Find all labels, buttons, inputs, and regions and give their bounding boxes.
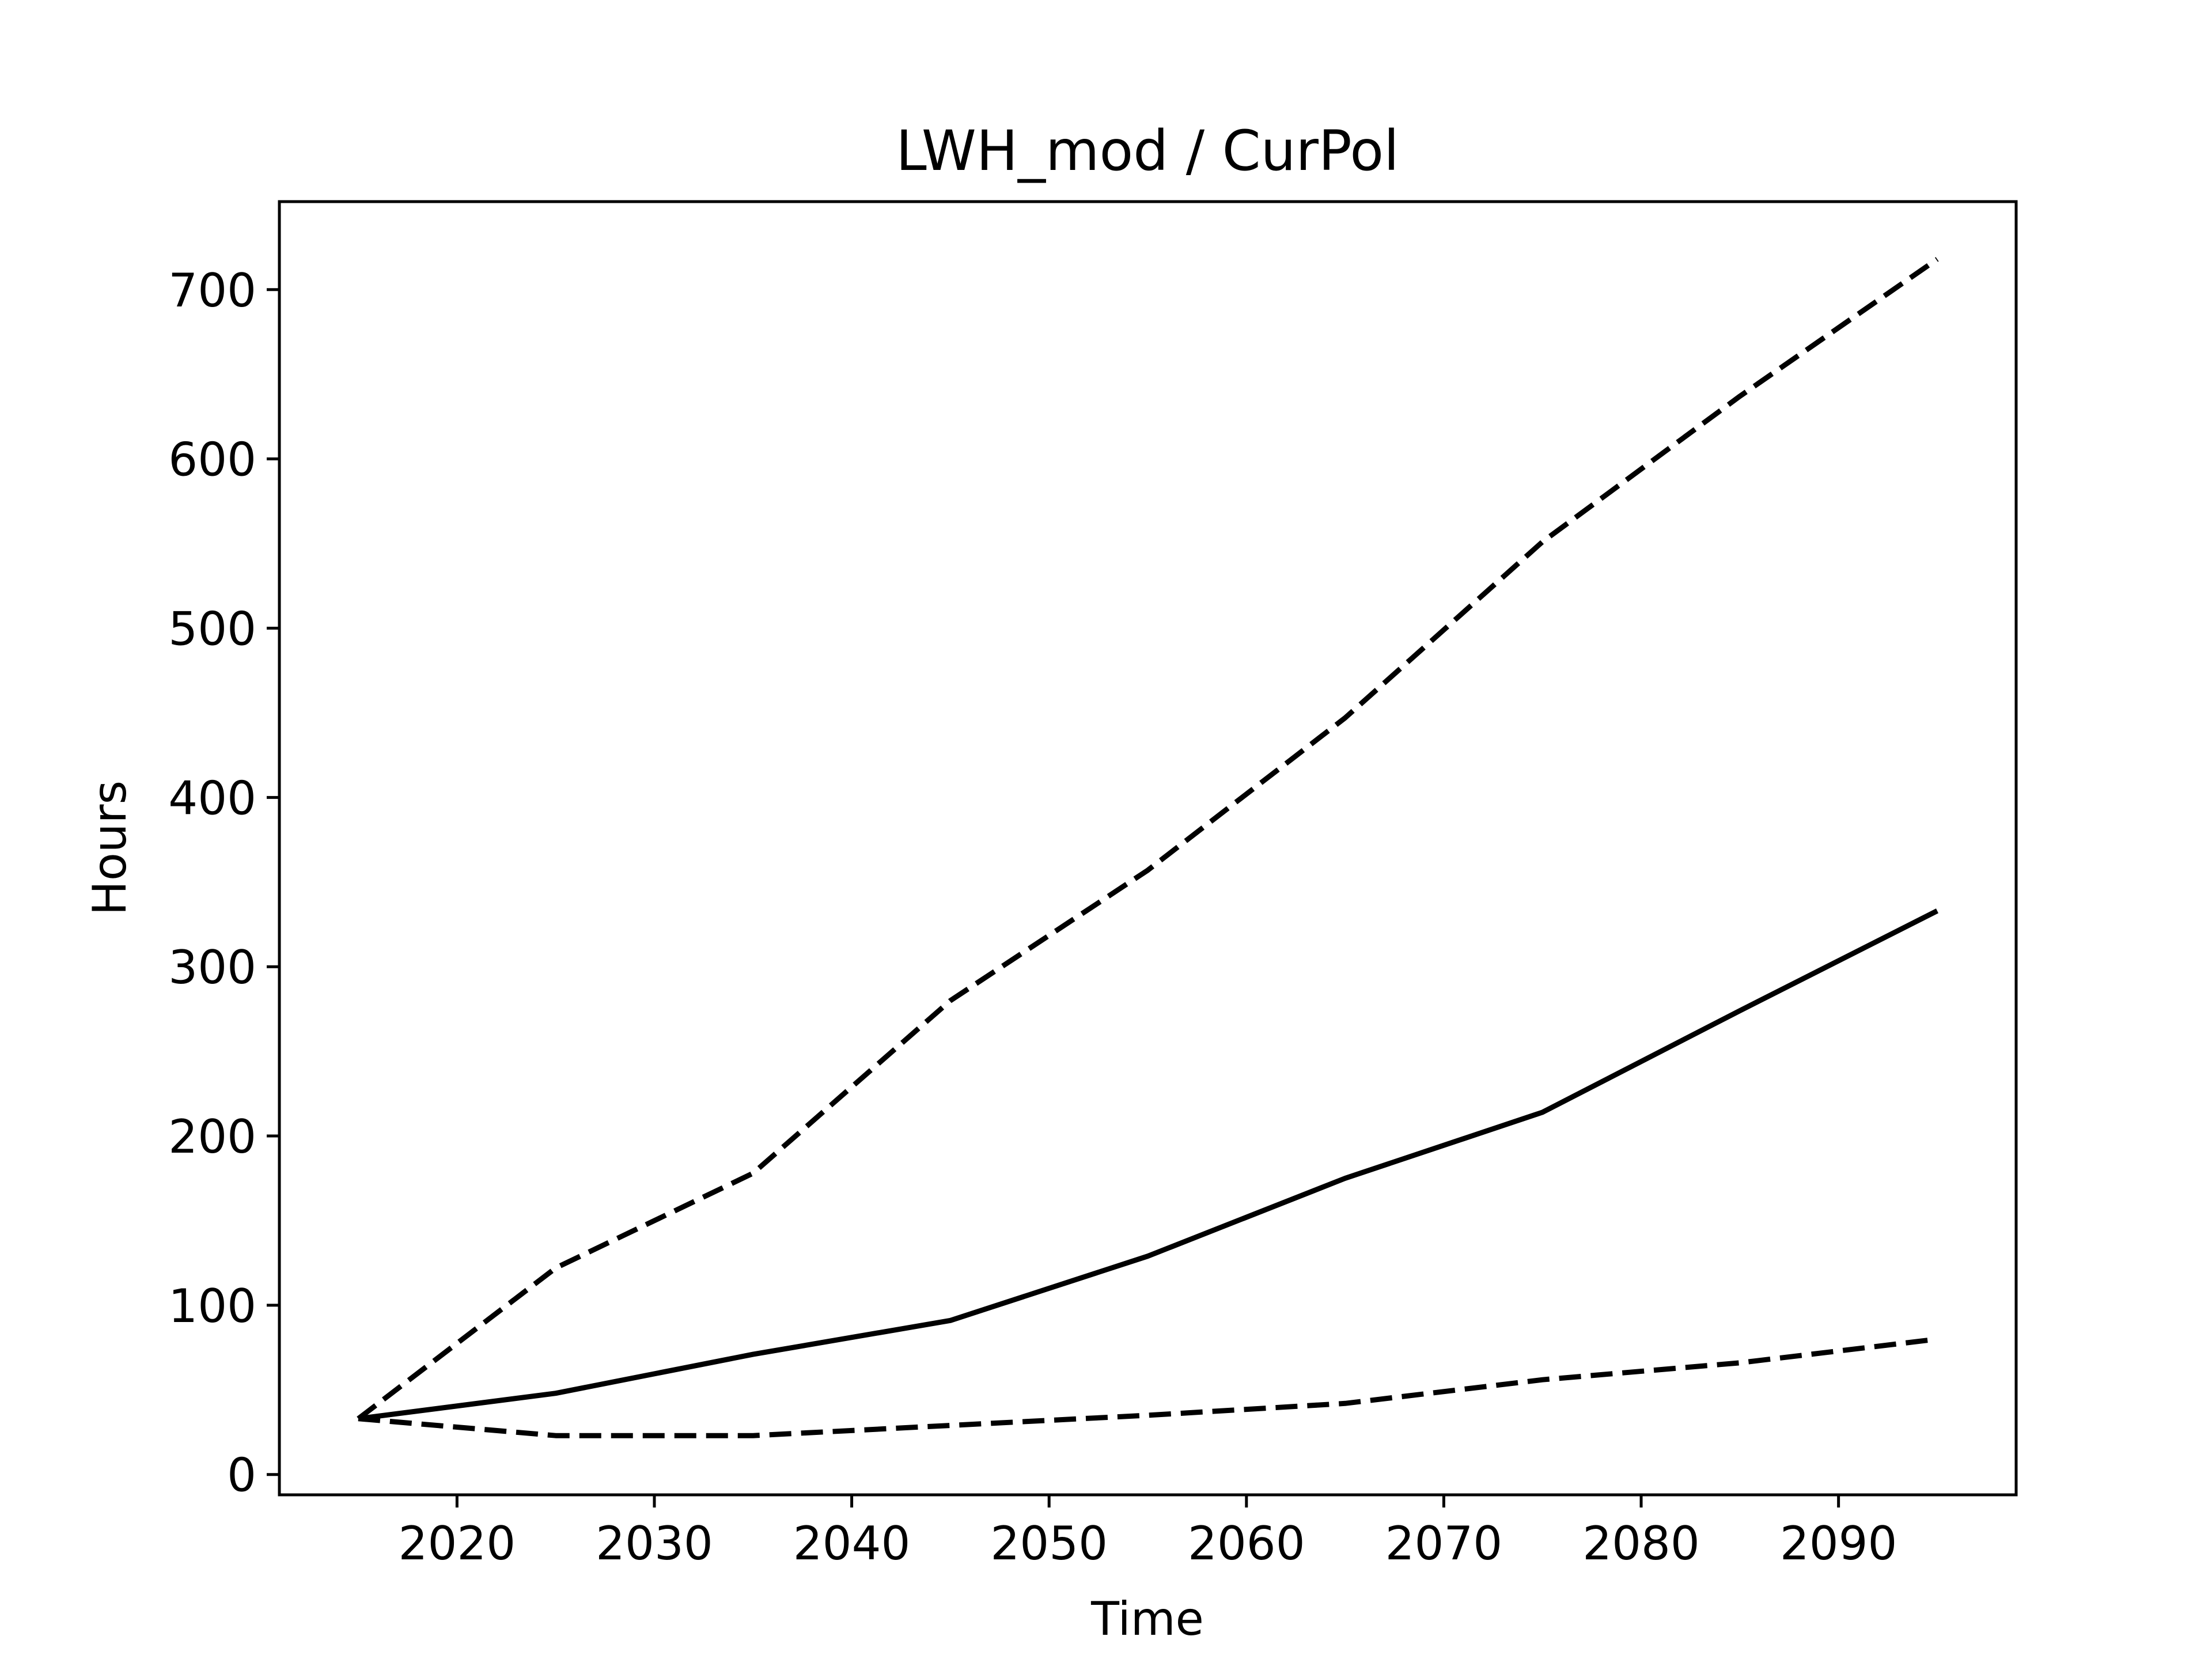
x-tick-label: 2080 (1582, 1517, 1700, 1570)
y-tick-label: 0 (227, 1449, 256, 1502)
y-tick-label: 500 (168, 602, 256, 656)
x-tick-label: 2050 (990, 1517, 1108, 1570)
y-tick-label: 600 (168, 433, 256, 487)
x-tick-label: 2070 (1385, 1517, 1503, 1570)
y-axis-ticks: 0 100 200 300 400 500 600 700 (168, 264, 279, 1502)
series-line-1 (357, 257, 1939, 1421)
y-tick-label: 100 (168, 1279, 256, 1333)
x-axis-ticks: 2020 2030 2040 2050 2060 2070 2080 2090 (399, 1495, 1897, 1570)
y-tick-label: 300 (168, 941, 256, 994)
series-line-2 (358, 908, 1939, 1422)
series-layer (357, 257, 1939, 1438)
x-tick-label: 2060 (1188, 1517, 1305, 1570)
y-axis-label: Hours (83, 781, 137, 915)
x-tick-label: 2020 (399, 1517, 516, 1570)
x-tick-label: 2030 (596, 1517, 713, 1570)
x-tick-label: 2040 (793, 1517, 911, 1570)
series-line-3 (358, 1336, 1938, 1438)
chart-title: LWH_mod / CurPol (896, 119, 1399, 183)
y-tick-label: 400 (168, 771, 256, 825)
x-tick-label: 2090 (1780, 1517, 1897, 1570)
y-tick-label: 700 (168, 264, 256, 317)
plot-frame (278, 200, 2018, 1497)
y-tick-label: 200 (168, 1110, 256, 1164)
x-axis-label: Time (1090, 1592, 1204, 1646)
